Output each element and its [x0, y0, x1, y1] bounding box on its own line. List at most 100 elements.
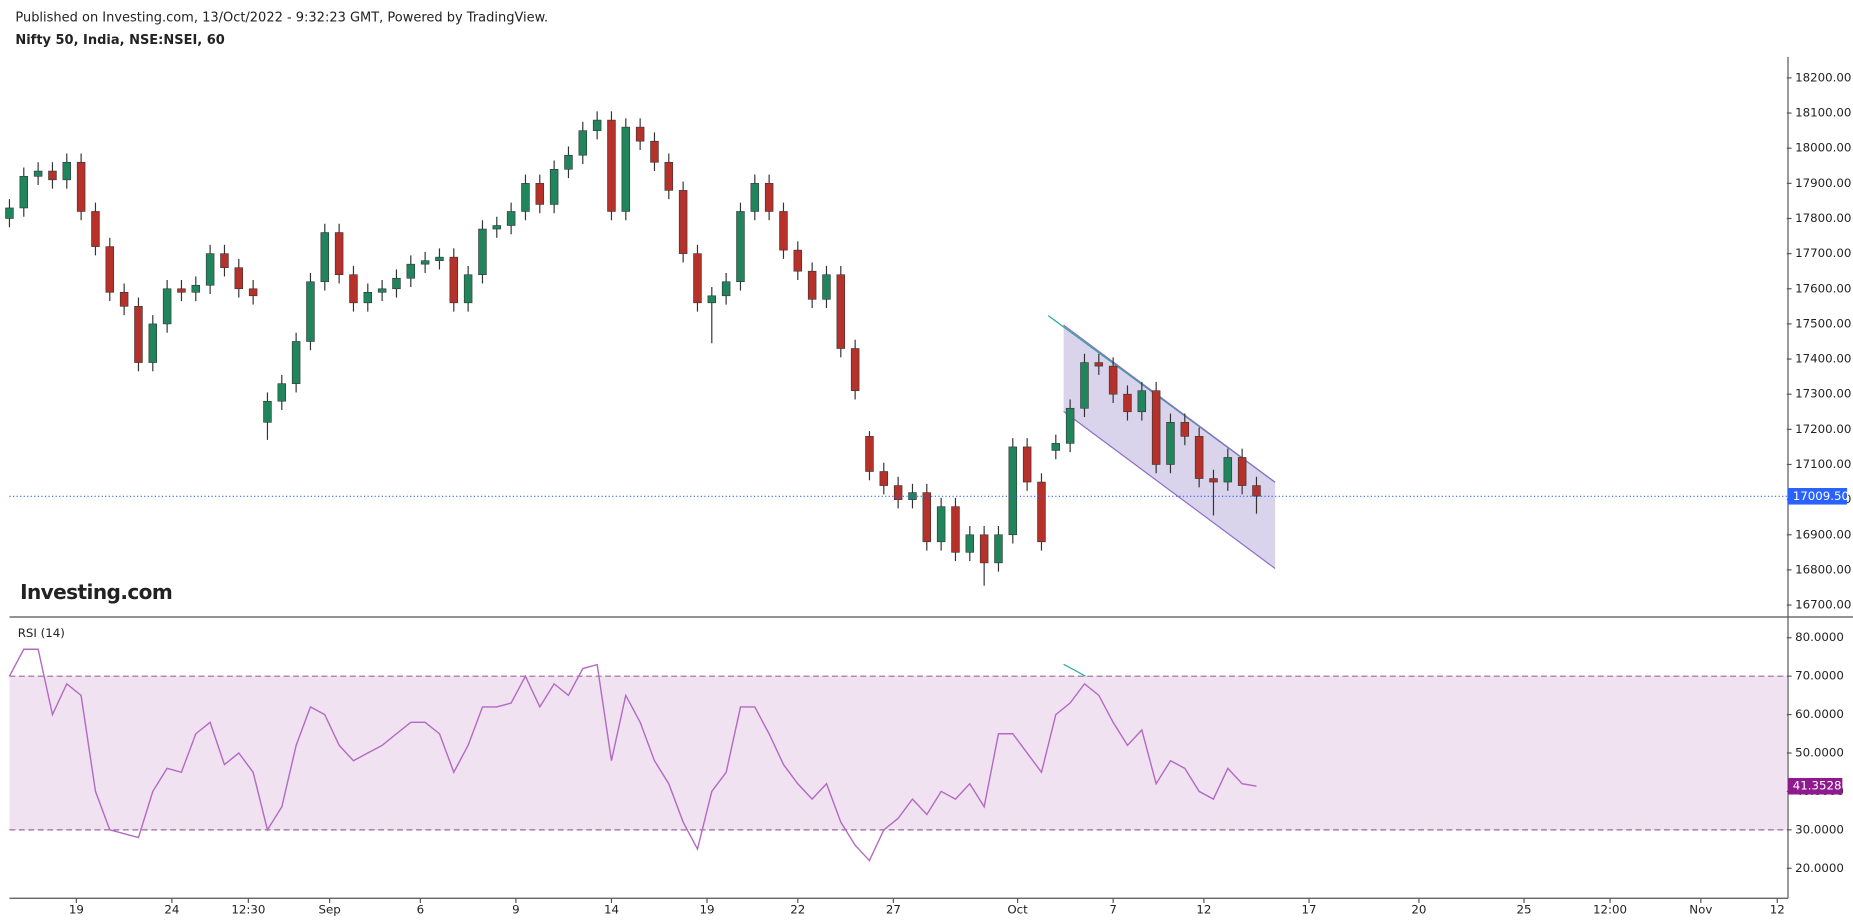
candle-body — [721, 281, 731, 297]
candle-body — [592, 119, 602, 131]
y-tick-label: 17300.00 — [1795, 387, 1851, 401]
x-tick-label: 12:30 — [231, 903, 265, 917]
candle-body — [1223, 457, 1233, 483]
header: Published on Investing.com, 13/Oct/2022 … — [15, 10, 548, 25]
y-tick-label: 17900.00 — [1795, 176, 1851, 190]
candle-body — [1022, 446, 1032, 483]
candle-body — [764, 183, 774, 212]
rsi-tick-label: 70.0000 — [1795, 669, 1844, 683]
candle-body — [807, 270, 817, 300]
rsi-line — [8, 648, 1257, 862]
y-tick-label: 17400.00 — [1795, 352, 1851, 366]
candle-body — [134, 306, 143, 363]
candle-body — [1080, 362, 1089, 409]
candle-body — [865, 436, 874, 472]
candle-body — [979, 534, 989, 564]
y-tick-label: 17700.00 — [1795, 246, 1851, 260]
candle-body — [678, 190, 688, 254]
candle-body — [1137, 390, 1147, 413]
x-tick-label: 12 — [1770, 903, 1785, 917]
y-tick-label: 18100.00 — [1795, 106, 1851, 120]
candle-body — [836, 274, 846, 349]
candle-body — [1108, 365, 1118, 395]
candle-body — [1037, 481, 1046, 543]
x-tick-label: 25 — [1517, 903, 1532, 917]
candle-body — [463, 274, 473, 304]
y-tick-label: 17100.00 — [1795, 457, 1851, 471]
candle-body — [349, 274, 358, 304]
channel-edge — [1063, 324, 1276, 483]
candle-body — [994, 534, 1003, 564]
candle-body — [750, 183, 760, 212]
candle-body — [320, 232, 330, 283]
candle-body — [478, 228, 487, 276]
candle-body — [707, 295, 717, 304]
x-tick-label: 24 — [164, 903, 179, 917]
candle-body — [220, 253, 229, 268]
candle-body — [148, 323, 158, 363]
rsi-tick-label: 20.0000 — [1795, 861, 1844, 875]
y-tick-label: 17800.00 — [1795, 211, 1851, 225]
candle-body — [1008, 446, 1018, 536]
candle-body — [48, 170, 57, 181]
candle-body — [435, 256, 444, 261]
candle-body — [234, 267, 244, 290]
candle-body — [793, 249, 803, 272]
rsi-band — [9, 676, 1787, 830]
x-tick-label: 19 — [69, 903, 84, 917]
candle-body — [1209, 478, 1218, 483]
x-tick-label: 6 — [417, 903, 425, 917]
candle-body — [1094, 362, 1104, 367]
candle-body — [535, 183, 545, 205]
candle-body — [578, 130, 588, 156]
candle-body — [936, 506, 946, 543]
candle-body — [177, 288, 186, 293]
logo: Investing.com — [20, 580, 172, 604]
candle-body — [922, 492, 932, 543]
candle-body — [693, 253, 702, 304]
candle-body — [521, 183, 530, 212]
candle-body — [119, 291, 129, 307]
candle-body — [449, 256, 459, 304]
candle-body — [1151, 390, 1161, 465]
candle-body — [1065, 407, 1075, 444]
x-tick-label: 14 — [604, 903, 619, 917]
candle-body — [965, 534, 975, 553]
candle-body — [1237, 457, 1247, 486]
y-tick-label: 16900.00 — [1795, 527, 1851, 541]
x-tick-label: 19 — [700, 903, 715, 917]
x-tick-label: 12:00 — [1593, 903, 1627, 917]
candle-body — [162, 288, 172, 325]
candle-body — [105, 246, 115, 293]
candle-body — [664, 161, 674, 191]
x-tick-label: Oct — [1007, 903, 1028, 917]
candle-body — [779, 211, 788, 251]
candle-body — [1123, 393, 1132, 413]
candle-body — [908, 492, 917, 500]
candle-body — [191, 284, 201, 293]
candle-body — [1252, 485, 1261, 497]
rsi-tick-label: 60.0000 — [1795, 707, 1844, 721]
x-tick-label: 12 — [1196, 903, 1211, 917]
candle-body — [406, 263, 416, 279]
candle-body — [76, 161, 86, 212]
candle-body — [1051, 443, 1061, 451]
y-tick-label: 17600.00 — [1795, 281, 1851, 295]
x-tick-label: 9 — [512, 903, 520, 917]
candle-body — [564, 154, 573, 170]
candle-body — [19, 176, 29, 209]
last-price-label: 17009.50 — [1793, 489, 1849, 503]
rsi-tick-label: 30.0000 — [1795, 822, 1844, 836]
candle-body — [951, 506, 960, 553]
candle-body — [33, 170, 43, 177]
candle-body — [822, 274, 831, 300]
candle-body — [91, 211, 100, 247]
candle-body — [879, 471, 889, 486]
symbol: Nifty 50, India, NSE:NSEI, 60 — [15, 33, 224, 48]
candle-body — [363, 291, 373, 304]
candle-body — [306, 281, 315, 342]
candle-body — [277, 383, 287, 402]
candle-body — [607, 119, 616, 212]
candle-body — [492, 225, 502, 230]
